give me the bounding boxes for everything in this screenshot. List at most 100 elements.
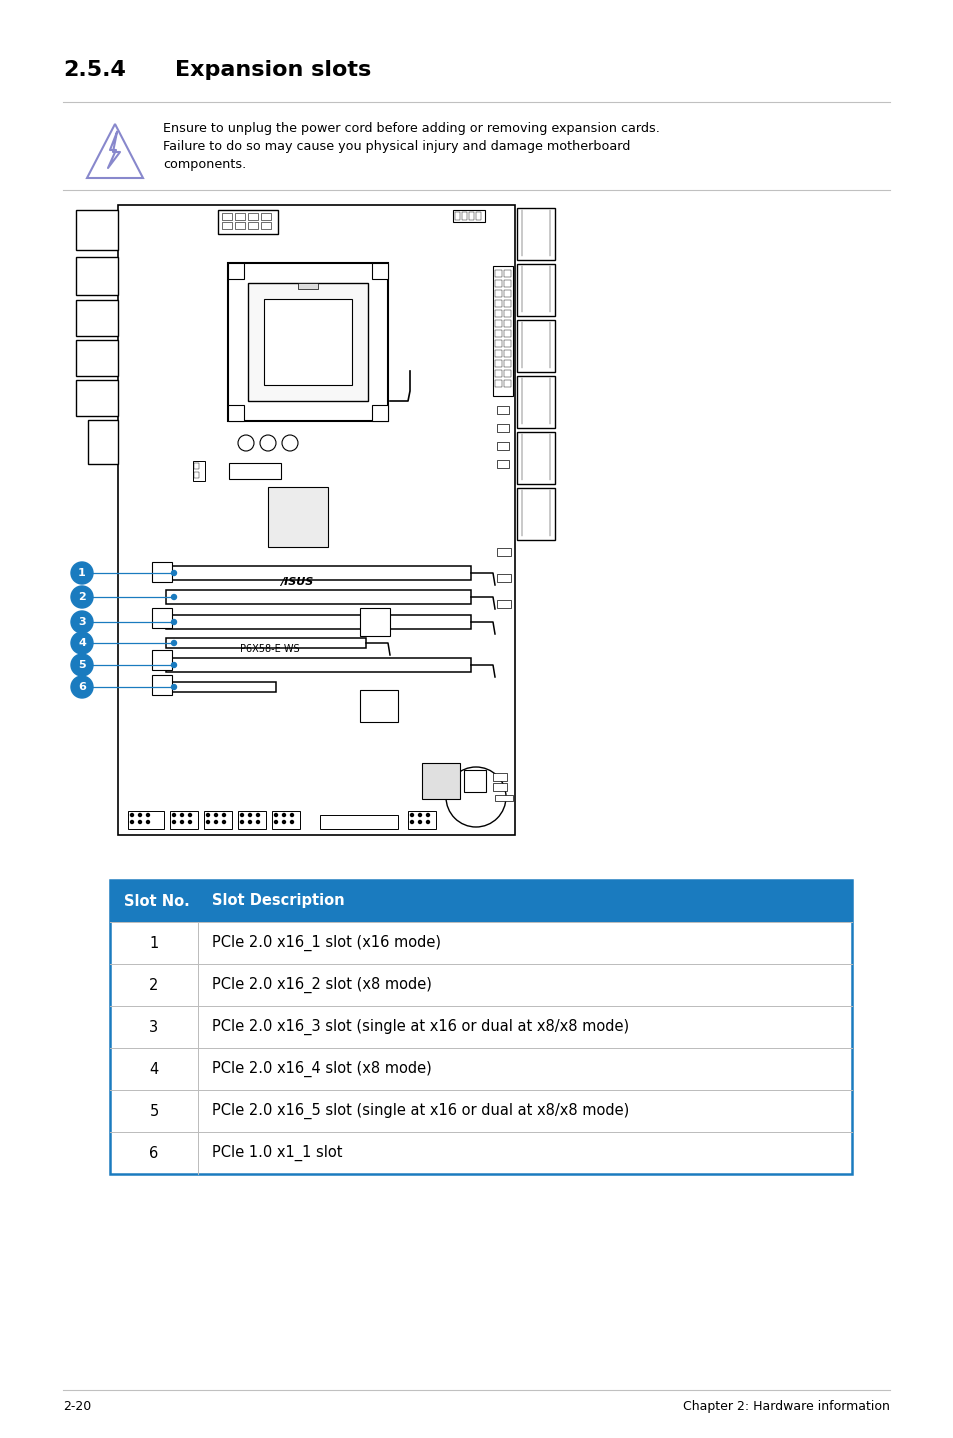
Bar [517,209,555,260]
Circle shape [189,821,192,824]
Bar [503,321,511,326]
Circle shape [256,821,259,824]
Bar [234,213,245,220]
Bar [237,811,266,828]
Text: P6X58-E WS: P6X58-E WS [240,644,299,654]
Bar [453,210,484,221]
Text: Chapter 2: Hardware information: Chapter 2: Hardware information [682,1401,889,1414]
Bar [76,257,118,295]
Circle shape [410,821,413,824]
Circle shape [446,766,505,827]
Text: PCIe 2.0 x16_5 slot (single at x16 or dual at x8/x8 mode): PCIe 2.0 x16_5 slot (single at x16 or du… [212,1103,629,1119]
Bar [497,441,509,450]
Bar [495,349,501,357]
Bar [193,463,199,469]
Bar [497,424,509,431]
Circle shape [248,814,252,817]
Bar [229,463,281,479]
Bar [503,311,511,316]
Bar [128,811,164,828]
Bar [503,270,511,278]
Bar [517,375,555,429]
Text: 4: 4 [78,638,86,649]
Bar [497,574,511,582]
Bar [497,460,509,467]
Text: 1: 1 [78,568,86,578]
Bar [463,769,485,792]
Text: Slot No.: Slot No. [124,893,190,909]
Bar [495,380,501,387]
Circle shape [410,814,413,817]
Bar [166,659,471,672]
Bar [319,815,397,828]
Bar [503,380,511,387]
Circle shape [256,814,259,817]
Bar [359,608,390,636]
Bar [495,339,501,347]
Circle shape [71,631,92,654]
Bar [268,487,328,546]
Circle shape [291,814,294,817]
Circle shape [206,814,210,817]
Circle shape [172,620,176,624]
Bar [497,600,511,608]
Bar [222,213,232,220]
Bar [228,263,244,279]
Bar [495,370,501,377]
Circle shape [172,684,176,689]
Text: Failure to do so may cause you physical injury and damage motherboard: Failure to do so may cause you physical … [163,139,630,152]
Bar [110,880,851,922]
Bar [503,301,511,306]
Bar [495,290,501,298]
Text: 2-20: 2-20 [63,1401,91,1414]
Bar [248,221,257,229]
Bar [495,795,513,801]
Bar [469,211,474,220]
Circle shape [71,611,92,633]
Bar [421,764,459,800]
Polygon shape [87,124,143,178]
Text: Slot Description: Slot Description [212,893,344,909]
Bar [497,548,511,557]
Text: 3: 3 [78,617,86,627]
Bar [517,265,555,316]
Circle shape [214,821,217,824]
Text: 6: 6 [150,1146,158,1160]
Circle shape [180,814,183,817]
Bar [495,280,501,288]
Circle shape [282,814,285,817]
Bar [166,682,275,692]
Circle shape [147,814,150,817]
Bar [408,811,436,828]
Bar [193,472,199,477]
Bar [503,349,511,357]
Bar [261,213,271,220]
Bar [152,608,172,628]
Bar [495,270,501,278]
Bar [493,266,513,395]
Text: PCIe 2.0 x16_2 slot (x8 mode): PCIe 2.0 x16_2 slot (x8 mode) [212,976,432,994]
Bar [228,263,388,421]
Circle shape [189,814,192,817]
Text: Ensure to unplug the power cord before adding or removing expansion cards.: Ensure to unplug the power cord before a… [163,122,659,135]
Bar [503,280,511,288]
Bar [495,321,501,326]
Circle shape [172,814,175,817]
Bar [248,213,257,220]
Circle shape [222,814,225,817]
Circle shape [282,436,297,452]
Text: 2: 2 [150,978,158,992]
Circle shape [172,663,176,667]
Bar [228,406,244,421]
Bar [76,210,118,250]
Text: Expansion slots: Expansion slots [174,60,371,81]
Circle shape [274,814,277,817]
Bar [503,290,511,298]
Bar [118,206,515,835]
Circle shape [214,814,217,817]
Bar [493,784,506,791]
Bar [372,263,388,279]
Circle shape [147,821,150,824]
Text: 2: 2 [78,592,86,603]
Text: 5: 5 [78,660,86,670]
